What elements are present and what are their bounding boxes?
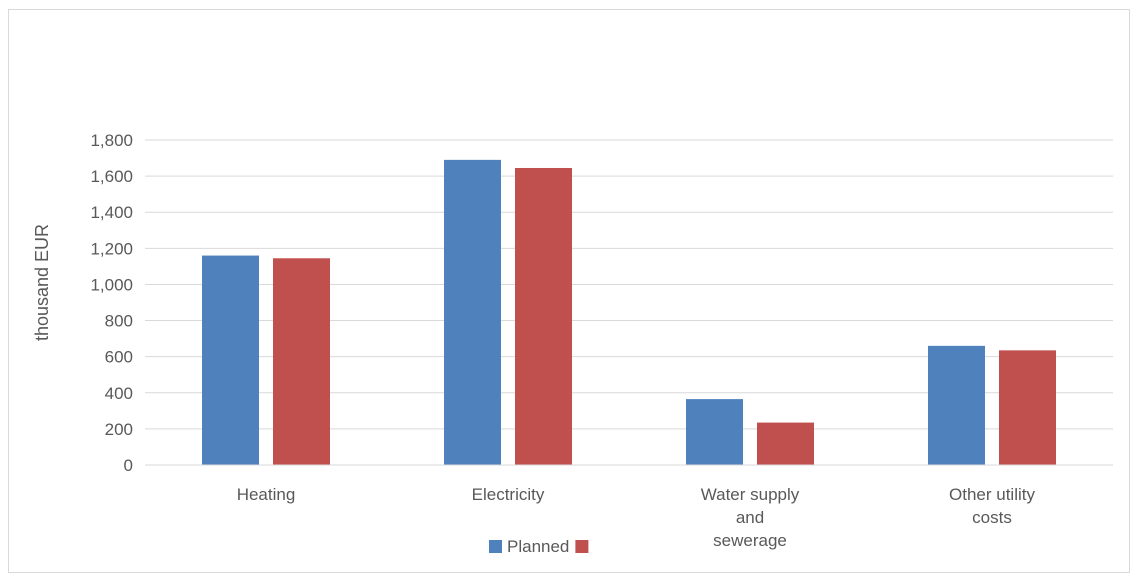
y-tick-label: 1,800 bbox=[90, 131, 133, 150]
x-tick-label: costs bbox=[972, 508, 1012, 527]
x-tick-label: Heating bbox=[237, 485, 296, 504]
y-tick-label: 200 bbox=[105, 420, 133, 439]
y-axis-title: thousand EUR bbox=[32, 224, 52, 341]
y-tick-label: 1,400 bbox=[90, 203, 133, 222]
x-tick-label: and bbox=[736, 508, 764, 527]
x-tick-label: sewerage bbox=[713, 531, 787, 550]
y-tick-label: 600 bbox=[105, 348, 133, 367]
legend-swatch-2 bbox=[575, 540, 589, 553]
y-tick-label: 1,600 bbox=[90, 167, 133, 186]
bar-series1-2 bbox=[686, 399, 743, 465]
bar-series1-3 bbox=[928, 345, 985, 465]
legend-swatch-1 bbox=[489, 540, 502, 553]
y-tick-label: 0 bbox=[124, 456, 133, 475]
legend-label: Planned bbox=[507, 537, 569, 556]
x-tick-label: Other utility bbox=[949, 485, 1035, 504]
bar-series1-0 bbox=[202, 255, 259, 465]
bar-series1-1 bbox=[444, 159, 501, 465]
x-tick-label: Water supply bbox=[701, 485, 800, 504]
bar-series2-0 bbox=[273, 258, 330, 465]
y-tick-label: 800 bbox=[105, 312, 133, 331]
bar-series2-2 bbox=[757, 422, 814, 465]
x-tick-label: Electricity bbox=[472, 485, 545, 504]
y-tick-label: 400 bbox=[105, 384, 133, 403]
bar-series2-1 bbox=[515, 167, 572, 465]
y-tick-label: 1,200 bbox=[90, 239, 133, 258]
bar-series2-3 bbox=[999, 350, 1056, 465]
y-tick-label: 1,000 bbox=[90, 275, 133, 294]
